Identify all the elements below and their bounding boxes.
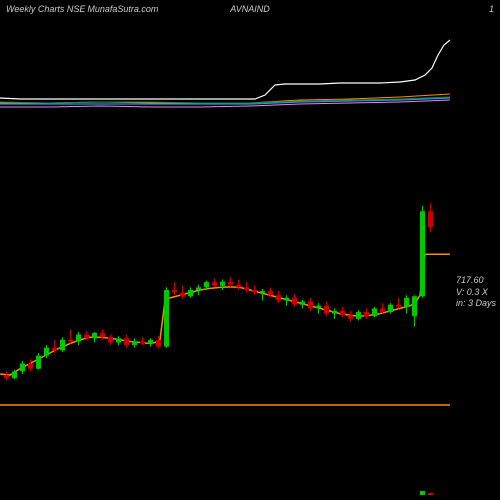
chart-header: Weekly Charts NSE MunafaSutra.com AVNAIN… xyxy=(6,4,494,14)
volume-label: V: 0.3 X xyxy=(456,287,496,299)
chart-canvas xyxy=(0,0,500,500)
days-label: in: 3 Days xyxy=(456,298,496,310)
subtitle: MunafaSutra.com xyxy=(87,4,158,14)
info-box: 717.60 V: 0.3 X in: 3 Days xyxy=(456,275,496,310)
title-left: Weekly Charts NSE xyxy=(6,4,85,14)
right-num: 1 xyxy=(489,4,494,14)
symbol: AVNAIND xyxy=(230,4,270,14)
price-label: 717.60 xyxy=(456,275,496,287)
